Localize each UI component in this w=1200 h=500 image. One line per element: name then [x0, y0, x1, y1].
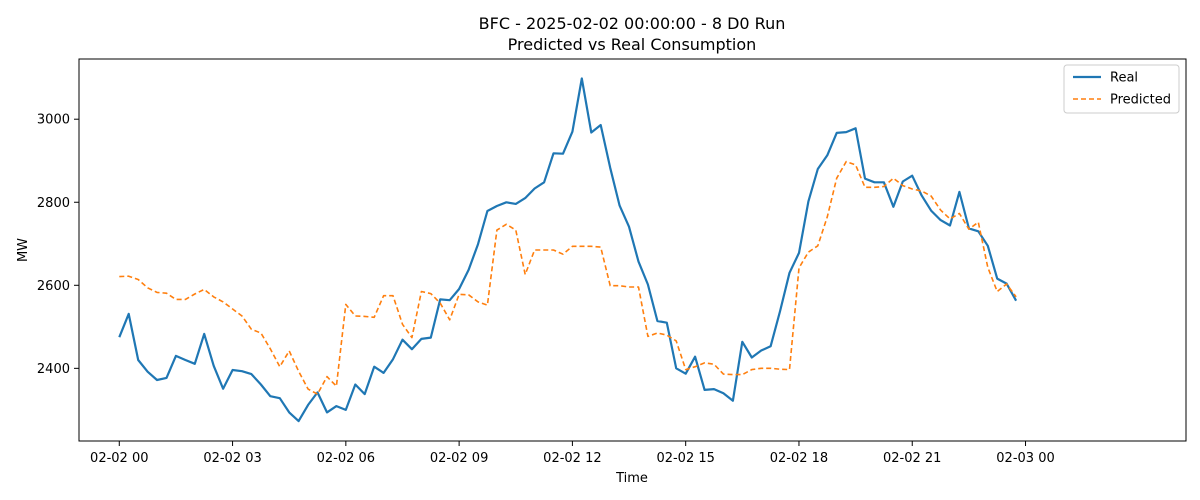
x-tick-label: 02-02 18 [770, 451, 828, 466]
plot-frame [78, 58, 1187, 442]
y-axis-ticks: 2400 2600 2800 3000 [37, 113, 79, 377]
legend-label-real: Real [1110, 71, 1138, 86]
legend-label-predicted: Predicted [1110, 93, 1171, 108]
x-tick-label: 02-02 06 [317, 451, 375, 466]
series-line-predicted [119, 160, 1017, 395]
x-tick-label: 02-02 09 [430, 451, 488, 466]
x-tick-label: 02-02 03 [203, 451, 261, 466]
chart-subtitle: Predicted vs Real Consumption [508, 35, 757, 54]
plot-lines [118, 77, 1018, 423]
x-tick-label: 02-02 21 [883, 451, 941, 466]
x-tick-label: 02-02 15 [656, 451, 714, 466]
x-tick-label: 02-03 00 [996, 451, 1054, 466]
x-axis-label: Time [615, 471, 648, 486]
series-line-real [118, 77, 1018, 423]
legend: Real Predicted [1063, 64, 1180, 114]
x-tick-label: 02-02 12 [543, 451, 601, 466]
y-tick-label: 2400 [37, 362, 70, 377]
chart-title: BFC - 2025-02-02 00:00:00 - 8 D0 Run [479, 14, 786, 33]
x-axis-ticks: 02-02 00 02-02 03 02-02 06 02-02 09 02-02 12… [90, 441, 1055, 466]
y-tick-label: 2800 [37, 196, 70, 211]
y-tick-label: 2600 [37, 279, 70, 294]
y-axis-label: MW [16, 238, 31, 262]
y-tick-label: 3000 [37, 113, 70, 128]
x-tick-label: 02-02 00 [90, 451, 148, 466]
